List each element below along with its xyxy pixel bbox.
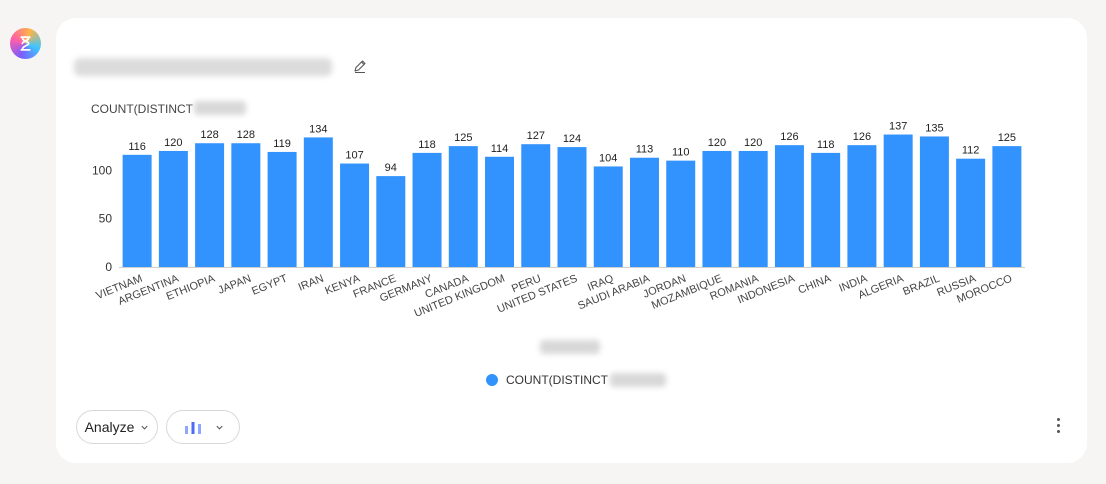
bar: [629, 157, 659, 267]
bar: [738, 150, 768, 267]
chart-card: COUNT(DISTINCT 0 50 100 116 VIETNAM 120 ARGENTI…: [56, 18, 1087, 463]
legend-label-redacted: [610, 373, 666, 387]
data-label: 125: [454, 132, 472, 144]
more-vertical-icon[interactable]: [1048, 414, 1068, 436]
data-label: 128: [200, 129, 218, 141]
bar: [666, 160, 696, 267]
data-label: 114: [491, 143, 509, 155]
data-label: 94: [385, 162, 397, 174]
bar-chart-icon: [184, 422, 201, 434]
data-label: 124: [563, 133, 581, 145]
chart-legend[interactable]: COUNT(DISTINCT: [486, 373, 666, 387]
bar: [811, 152, 841, 267]
bar: [303, 137, 333, 267]
y-axis-label: COUNT(DISTINCT: [91, 102, 194, 116]
chart-type-button[interactable]: [166, 410, 240, 444]
bar: [956, 158, 986, 267]
bar: [774, 145, 804, 267]
bar: [557, 147, 587, 267]
data-label: 119: [273, 138, 291, 150]
bar: [267, 151, 297, 267]
data-label: 116: [128, 141, 146, 153]
bar: [448, 146, 478, 267]
x-tick-label: JAPAN: [216, 273, 253, 297]
y-tick-label: 0: [105, 260, 112, 274]
data-label: 137: [889, 121, 907, 133]
data-label: 107: [345, 150, 363, 162]
x-axis-label-redacted: [540, 340, 600, 354]
data-label: 104: [599, 152, 617, 164]
bar: [158, 150, 188, 267]
x-tick-label: IRAN: [297, 273, 326, 294]
bar: [883, 134, 913, 267]
bar: [485, 156, 515, 267]
bar: [231, 143, 261, 267]
analyze-label: Analyze: [84, 419, 135, 435]
bar: [122, 154, 152, 267]
bar: [992, 146, 1022, 267]
data-label: 120: [164, 137, 182, 149]
x-tick-label: CHINA: [797, 272, 834, 296]
data-label: 128: [237, 129, 255, 141]
data-label: 120: [744, 137, 762, 149]
data-label: 118: [817, 139, 835, 151]
y-tick-label: 100: [92, 163, 112, 177]
data-label: 120: [708, 137, 726, 149]
bar: [593, 166, 623, 267]
data-label: 127: [527, 130, 545, 142]
hourglass-icon: [20, 36, 31, 51]
data-label: 134: [309, 123, 327, 135]
analyze-button[interactable]: Analyze: [76, 410, 158, 444]
x-tick-label: EGYPT: [250, 273, 289, 298]
chevron-down-icon: [215, 425, 223, 430]
data-label: 126: [853, 131, 871, 143]
chevron-down-icon: [141, 425, 148, 430]
bar: [340, 163, 370, 267]
data-label: 125: [998, 132, 1016, 144]
data-label: 126: [780, 131, 798, 143]
pencil-icon[interactable]: [352, 58, 368, 74]
y-axis-label-redacted: [194, 101, 246, 115]
bar: [847, 145, 877, 267]
data-label: 112: [962, 145, 980, 157]
y-tick-label: 50: [99, 212, 113, 226]
chart-title-redacted: [74, 58, 332, 76]
legend-swatch: [486, 374, 498, 386]
legend-label: COUNT(DISTINCT: [506, 373, 608, 387]
bar: [702, 150, 732, 267]
app-logo[interactable]: [10, 28, 41, 59]
data-label: 135: [925, 122, 943, 134]
data-label: 110: [672, 147, 690, 159]
bar: [376, 176, 406, 267]
bar-chart: COUNT(DISTINCT050100116VIETNAM120ARGENTI…: [91, 101, 1025, 354]
bar: [521, 144, 551, 267]
x-tick-label: BRAZIL: [901, 273, 941, 299]
x-tick-label: SAUDI ARABIA: [576, 272, 652, 312]
bar: [412, 152, 442, 267]
data-label: 118: [418, 139, 436, 151]
data-label: 113: [636, 144, 654, 156]
bar: [919, 136, 949, 267]
bar: [195, 143, 225, 267]
